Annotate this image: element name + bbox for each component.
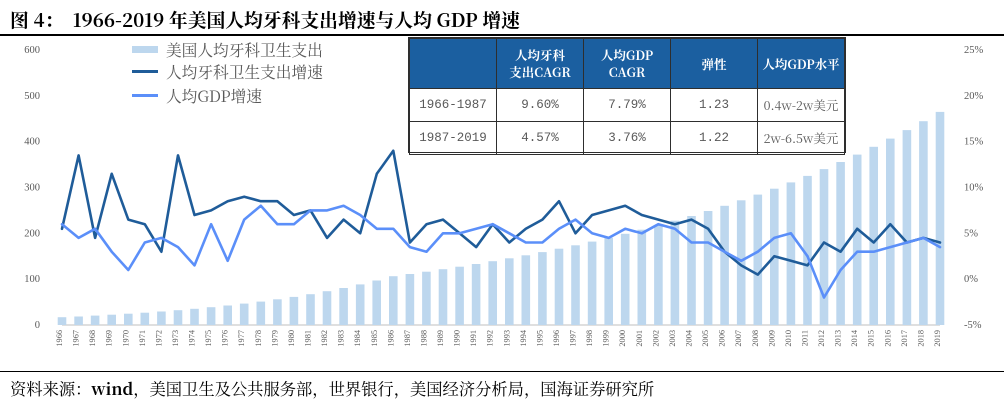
svg-text:1975: 1975 [204, 330, 213, 347]
svg-text:2005: 2005 [701, 330, 710, 347]
svg-text:1990: 1990 [453, 330, 462, 347]
svg-text:1968: 1968 [88, 330, 97, 347]
svg-text:2016: 2016 [883, 330, 892, 347]
svg-text:1974: 1974 [188, 329, 197, 346]
svg-text:2002: 2002 [651, 330, 660, 347]
svg-text:2008: 2008 [751, 330, 760, 347]
svg-text:2013: 2013 [834, 330, 843, 347]
svg-text:1997: 1997 [569, 330, 578, 347]
svg-text:100: 100 [24, 274, 40, 285]
svg-text:15%: 15% [964, 137, 984, 148]
svg-text:5%: 5% [964, 228, 978, 239]
svg-text:1995: 1995 [535, 330, 544, 347]
svg-text:1966: 1966 [55, 330, 64, 347]
svg-text:1978: 1978 [254, 330, 263, 347]
svg-text:2006: 2006 [718, 330, 727, 347]
svg-text:1973: 1973 [171, 330, 180, 347]
svg-text:2014: 2014 [850, 329, 859, 346]
svg-text:2007: 2007 [734, 330, 743, 347]
svg-text:500: 500 [24, 91, 40, 102]
svg-text:0%: 0% [964, 274, 978, 285]
svg-text:1980: 1980 [287, 330, 296, 347]
svg-text:1969: 1969 [105, 330, 114, 347]
svg-text:2004: 2004 [685, 329, 694, 346]
svg-text:1976: 1976 [221, 330, 230, 347]
svg-text:400: 400 [24, 137, 40, 148]
svg-text:1994: 1994 [519, 329, 528, 346]
svg-text:1971: 1971 [138, 330, 147, 347]
svg-text:2009: 2009 [767, 330, 776, 347]
svg-text:1987: 1987 [403, 330, 412, 347]
svg-text:1993: 1993 [502, 330, 511, 347]
svg-text:1988: 1988 [420, 330, 429, 347]
svg-text:1981: 1981 [304, 330, 313, 347]
svg-text:2000: 2000 [618, 330, 627, 347]
svg-text:2019: 2019 [933, 330, 942, 347]
svg-text:1979: 1979 [270, 330, 279, 347]
svg-text:2012: 2012 [817, 330, 826, 347]
svg-text:1984: 1984 [353, 329, 362, 346]
svg-text:1967: 1967 [72, 330, 81, 347]
svg-text:1991: 1991 [469, 330, 478, 347]
svg-text:300: 300 [24, 183, 40, 194]
svg-text:1992: 1992 [486, 330, 495, 347]
svg-text:1972: 1972 [154, 330, 163, 347]
svg-text:1999: 1999 [602, 330, 611, 347]
svg-text:-5%: -5% [964, 320, 982, 331]
svg-text:0: 0 [35, 320, 40, 331]
svg-text:2015: 2015 [867, 330, 876, 347]
svg-text:2001: 2001 [635, 330, 644, 347]
svg-text:2018: 2018 [916, 330, 925, 347]
svg-text:25%: 25% [964, 45, 984, 56]
svg-text:20%: 20% [964, 91, 984, 102]
svg-text:600: 600 [24, 45, 40, 56]
svg-text:10%: 10% [964, 183, 984, 194]
svg-text:2010: 2010 [784, 330, 793, 347]
svg-text:1985: 1985 [370, 330, 379, 347]
svg-text:1977: 1977 [237, 330, 246, 347]
svg-text:1970: 1970 [121, 330, 130, 347]
svg-text:1989: 1989 [436, 330, 445, 347]
svg-text:2017: 2017 [900, 330, 909, 347]
svg-text:1998: 1998 [585, 330, 594, 347]
svg-text:1982: 1982 [320, 330, 329, 347]
svg-text:2003: 2003 [668, 330, 677, 347]
svg-text:1983: 1983 [337, 330, 346, 347]
svg-text:1986: 1986 [386, 330, 395, 347]
svg-text:2011: 2011 [801, 330, 810, 346]
svg-text:200: 200 [24, 228, 40, 239]
svg-text:1996: 1996 [552, 330, 561, 347]
